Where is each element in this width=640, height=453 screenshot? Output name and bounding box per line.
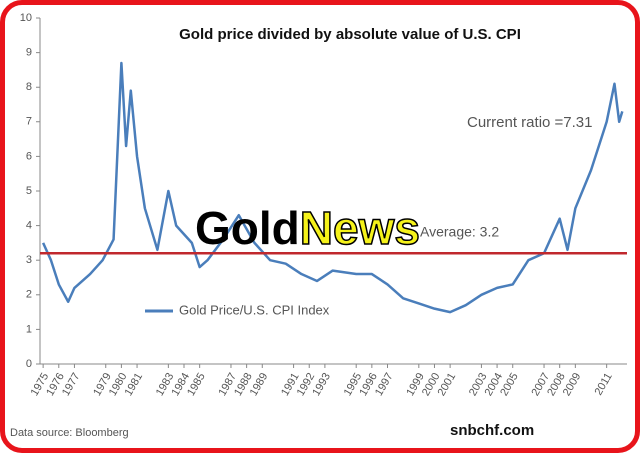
chart: Gold price divided by absolute value of … (10, 12, 627, 439)
annotation: Current ratio =7.31 (467, 114, 593, 131)
y-tick-label: 4 (26, 220, 32, 232)
y-tick-label: 9 (26, 47, 32, 59)
y-tick-label: 6 (26, 150, 32, 162)
y-tick-label: 0 (26, 358, 32, 370)
watermark: GoldNews (195, 202, 420, 254)
y-tick-label: 7 (26, 116, 32, 128)
chart-title: Gold price divided by absolute value of … (179, 26, 521, 43)
watermark-news: News (300, 202, 420, 254)
y-tick-label: 8 (26, 81, 32, 93)
source: Data source: Bloomberg (10, 427, 129, 439)
y-tick-label: 5 (26, 185, 32, 197)
reference-label: Average: 3.2 (420, 224, 499, 240)
data-line (41, 61, 624, 314)
legend-label: Gold Price/U.S. CPI Index (179, 302, 330, 317)
site: snbchf.com (450, 422, 534, 439)
y-tick-label: 1 (26, 323, 32, 335)
watermark-gold: Gold (195, 202, 300, 254)
x-tick-label: 2011 (593, 371, 615, 397)
y-tick-label: 3 (26, 254, 32, 266)
y-tick-label: 2 (26, 289, 32, 301)
y-tick-label: 10 (20, 12, 32, 24)
